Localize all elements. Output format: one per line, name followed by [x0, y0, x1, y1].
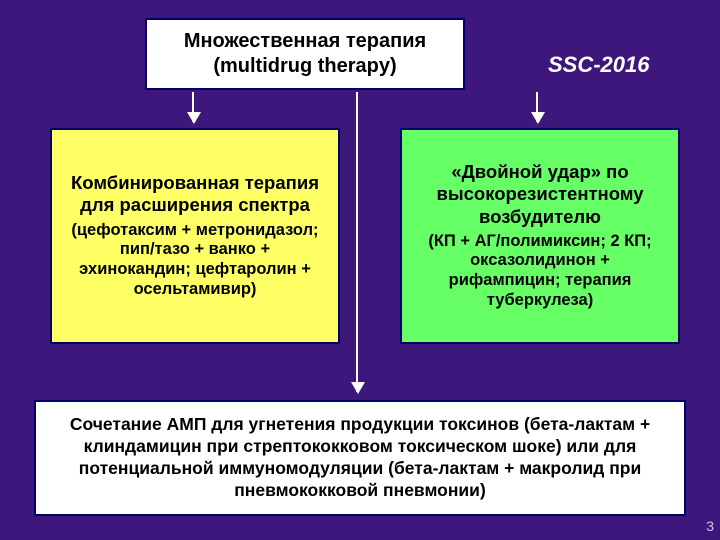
title-line2: (multidrug therapy) [157, 54, 453, 79]
right-heading: «Двойной удар» по высокорезистентному во… [412, 161, 668, 228]
arrow-to-right-box [536, 92, 538, 122]
page-number: 3 [706, 518, 714, 534]
ssc-label: SSC-2016 [548, 52, 650, 78]
arrow-to-bottom-box [356, 92, 358, 392]
bottom-box: Сочетание АМП для угнетения продукции то… [34, 400, 686, 516]
left-box: Комбинированная терапия для расширения с… [50, 128, 340, 344]
title-box: Множественная терапия (multidrug therapy… [145, 18, 465, 90]
title-line1: Множественная терапия [157, 29, 453, 54]
right-body: (КП + АГ/полимиксин; 2 КП; оксазолидинон… [412, 232, 668, 311]
arrow-to-left-box [192, 92, 194, 122]
bottom-text: Сочетание АМП для угнетения продукции то… [46, 414, 674, 502]
left-body: (цефотаксим + метронидазол; пип/тазо + в… [62, 221, 328, 300]
left-heading: Комбинированная терапия для расширения с… [62, 172, 328, 216]
right-box: «Двойной удар» по высокорезистентному во… [400, 128, 680, 344]
